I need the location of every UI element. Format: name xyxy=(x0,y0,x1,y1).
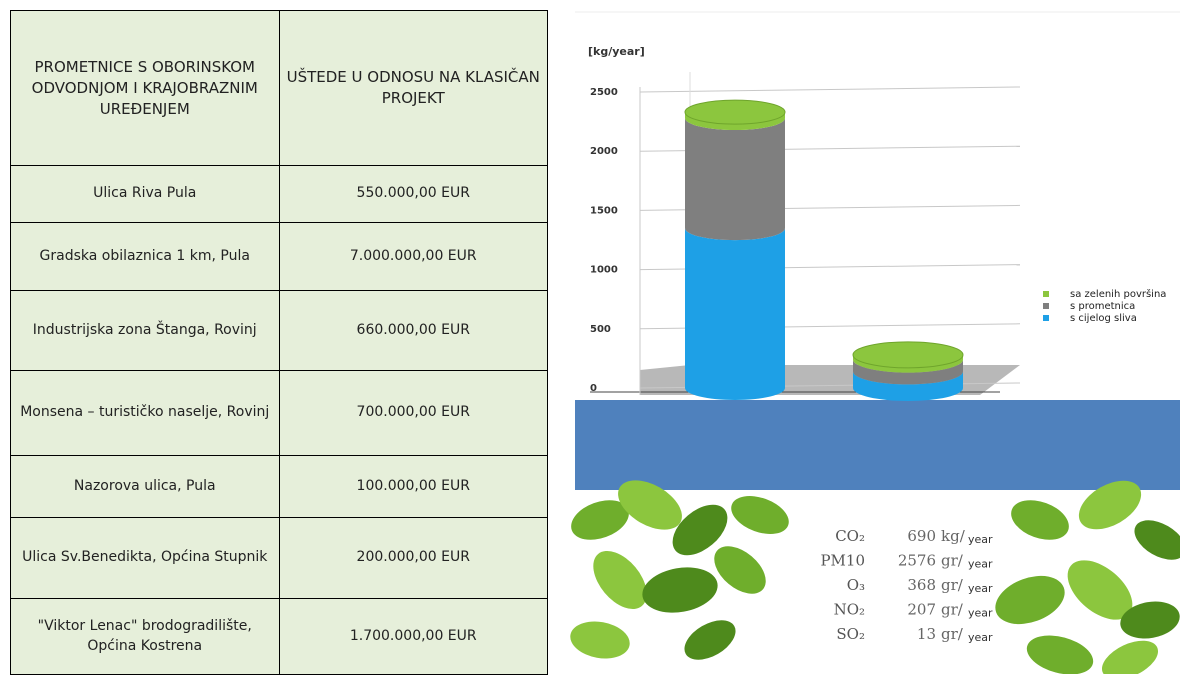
cylinder-segment xyxy=(853,360,963,385)
cylinder-segment xyxy=(685,228,785,400)
pollutant-unit: gr/ xyxy=(941,552,964,570)
grid-line xyxy=(640,383,1020,388)
table-cell: "Viktor Lenac" brodogradilište, Općina K… xyxy=(11,599,280,675)
y-tick-label: 1000 xyxy=(590,265,618,276)
y-axis-label: [kg/year] xyxy=(588,45,645,58)
leaf xyxy=(1128,512,1180,568)
pollutant-period: year xyxy=(968,607,993,620)
pollutant-name: O₃ xyxy=(847,576,865,594)
cylinder-top xyxy=(853,342,963,368)
pollutant-period: year xyxy=(968,558,993,571)
pollutant-value: 690 xyxy=(907,527,936,545)
pollutant-period: year xyxy=(968,582,993,595)
y-tick-label: 2000 xyxy=(590,146,618,157)
blue-band xyxy=(575,400,1180,490)
leaf xyxy=(610,470,691,540)
grid-line xyxy=(640,324,1020,329)
pollutant-name: SO₂ xyxy=(836,625,865,643)
leaf xyxy=(566,493,635,547)
leaf xyxy=(1022,629,1097,674)
cylinder-segment xyxy=(685,118,785,240)
leaf xyxy=(567,617,632,663)
pollutant-period: year xyxy=(968,631,993,644)
y-tick-label: 0 xyxy=(590,383,597,394)
page: PROMETNICE S OBORINSKOM ODVODNJOM I KRAJ… xyxy=(0,0,1180,674)
leaf xyxy=(1006,493,1075,547)
table-cell: 200.000,00 EUR xyxy=(279,518,548,599)
leaves xyxy=(566,470,1180,674)
table-cell: 700.000,00 EUR xyxy=(279,371,548,456)
legend-swatch xyxy=(1043,291,1049,297)
leaf xyxy=(1096,633,1164,674)
pollutant-unit: kg/ xyxy=(941,527,966,545)
table-cell: 7.000.000,00 EUR xyxy=(279,223,548,291)
pollutant-unit: gr/ xyxy=(941,576,964,594)
pollutant-value: 207 xyxy=(907,601,936,619)
pollutant-unit: gr/ xyxy=(941,601,964,619)
pollutant-value: 368 xyxy=(907,576,936,594)
pollutant-name: CO₂ xyxy=(835,527,865,545)
grid-line xyxy=(640,146,1020,151)
leaf xyxy=(583,541,657,619)
legend-swatch xyxy=(1043,315,1049,321)
table-row: "Viktor Lenac" brodogradilište, Općina K… xyxy=(11,599,548,675)
leaf xyxy=(678,612,742,668)
pollutant-name: NO₂ xyxy=(834,601,865,619)
leaf xyxy=(1071,471,1150,540)
leaf xyxy=(663,495,736,565)
table-cell: 550.000,00 EUR xyxy=(279,166,548,223)
table-row: PROMETNICE S OBORINSKOM ODVODNJOM I KRAJ… xyxy=(11,11,548,166)
y-tick-label: 1500 xyxy=(590,205,618,216)
pollutant-value: 2576 xyxy=(898,552,936,570)
table-cell: Monsena – turističko naselje, Rovinj xyxy=(11,371,280,456)
y-tick-label: 500 xyxy=(590,324,611,335)
leaf xyxy=(705,537,774,603)
leaf xyxy=(989,567,1072,633)
table-cell: Ulica Riva Pula xyxy=(11,166,280,223)
pollutant-name: PM10 xyxy=(820,552,865,570)
table-cell: 100.000,00 EUR xyxy=(279,456,548,518)
grid-line xyxy=(640,205,1020,210)
leaf xyxy=(726,489,794,541)
pollutant-period: year xyxy=(968,533,993,546)
cylinder-top xyxy=(685,100,785,124)
cylinder-segment xyxy=(853,355,963,373)
y-tick-label: 2500 xyxy=(590,87,618,98)
savings-table: PROMETNICE S OBORINSKOM ODVODNJOM I KRAJ… xyxy=(10,10,548,675)
table-cell: Industrijska zona Štanga, Rovinj xyxy=(11,291,280,371)
legend-label: s prometnica xyxy=(1070,301,1135,312)
table-cell: Ulica Sv.Benedikta, Općina Stupnik xyxy=(11,518,280,599)
cylinder-segment xyxy=(685,112,785,130)
cylinder-segment xyxy=(853,371,963,401)
pollutant-value: 13 xyxy=(917,625,936,643)
pollutant-unit: gr/ xyxy=(941,625,964,643)
table-cell: UŠTEDE U ODNOSU NA KLASIČAN PROJEKT xyxy=(279,11,548,166)
legend-swatch xyxy=(1043,303,1049,309)
chart: CO₂ 690 kg/year PM10 2576 gr/year O₃ 368 gr/year… xyxy=(590,72,1166,644)
leaf xyxy=(1117,597,1180,643)
legend-label: s cijelog sliva xyxy=(1070,313,1137,324)
leaf xyxy=(639,562,721,619)
table-cell: PROMETNICE S OBORINSKOM ODVODNJOM I KRAJ… xyxy=(11,11,280,166)
table-cell: Nazorova ulica, Pula xyxy=(11,456,280,518)
legend-label: sa zelenih površina xyxy=(1070,288,1166,300)
grid-line xyxy=(640,265,1020,270)
table-cell: 1.700.000,00 EUR xyxy=(279,599,548,675)
table-cell: 660.000,00 EUR xyxy=(279,291,548,371)
table-cell: Gradska obilaznica 1 km, Pula xyxy=(11,223,280,291)
leaf xyxy=(1057,549,1144,632)
grid-line xyxy=(640,87,1020,92)
floor xyxy=(640,365,1020,395)
